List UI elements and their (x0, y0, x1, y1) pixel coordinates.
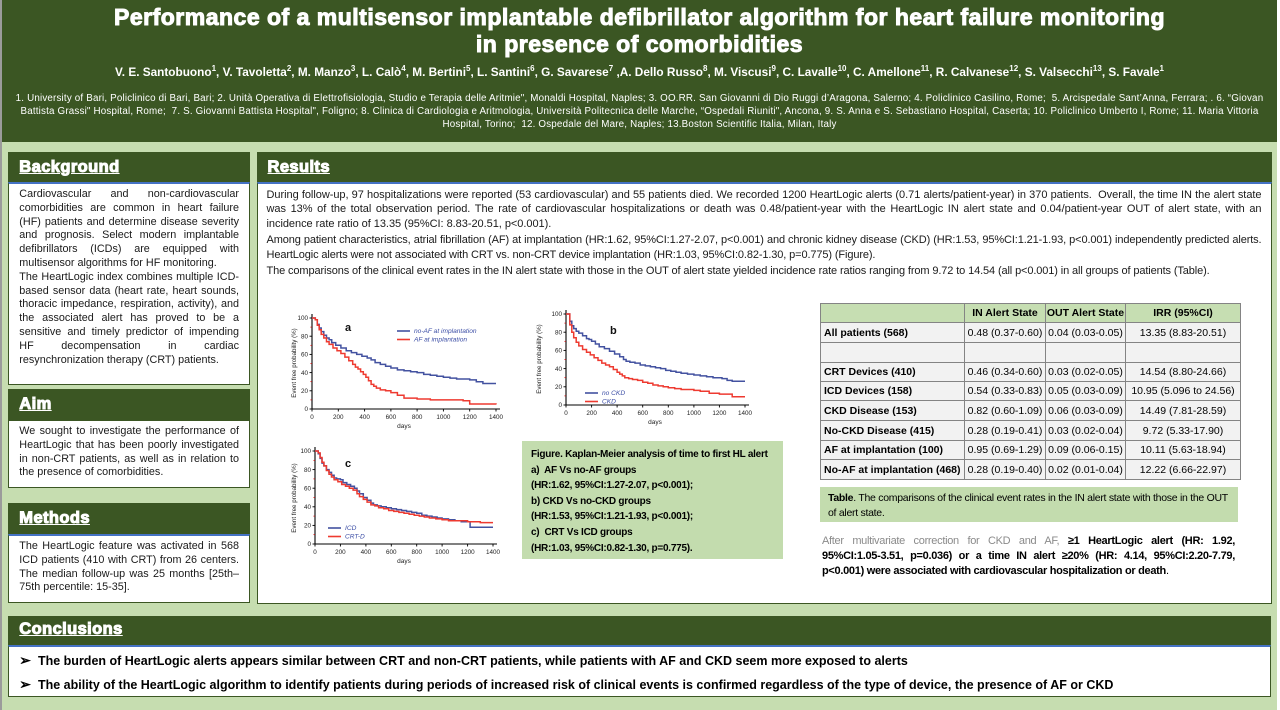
svg-text:400: 400 (612, 410, 623, 417)
svg-text:600: 600 (386, 549, 397, 556)
svg-text:800: 800 (412, 414, 423, 421)
svg-text:days: days (397, 558, 411, 565)
svg-text:80: 80 (304, 467, 312, 474)
svg-text:0: 0 (564, 410, 568, 417)
svg-text:40: 40 (301, 370, 309, 377)
svg-text:800: 800 (411, 549, 422, 556)
svg-text:b: b (610, 325, 617, 337)
svg-text:no CKD: no CKD (602, 390, 625, 397)
svg-text:0: 0 (310, 414, 314, 421)
svg-text:20: 20 (555, 384, 563, 391)
svg-text:Event free probability (%): Event free probability (%) (536, 324, 543, 393)
svg-text:days: days (648, 419, 662, 426)
svg-text:0: 0 (307, 541, 311, 548)
svg-text:200: 200 (335, 549, 346, 556)
svg-text:40: 40 (555, 366, 563, 373)
svg-text:100: 100 (297, 315, 308, 322)
svg-text:60: 60 (304, 485, 312, 492)
svg-text:1400: 1400 (738, 410, 753, 417)
svg-text:200: 200 (333, 414, 344, 421)
svg-text:CRT-D: CRT-D (345, 534, 365, 541)
svg-text:c: c (345, 458, 351, 470)
svg-text:0: 0 (558, 402, 562, 409)
svg-text:CKD: CKD (602, 399, 616, 406)
svg-text:1400: 1400 (489, 414, 504, 421)
svg-text:400: 400 (359, 414, 370, 421)
svg-text:20: 20 (304, 523, 312, 530)
svg-text:days: days (397, 423, 411, 430)
svg-text:a: a (345, 322, 352, 334)
svg-text:no-AF at implantation: no-AF at implantation (414, 328, 477, 335)
svg-text:0: 0 (313, 549, 317, 556)
svg-text:600: 600 (637, 410, 648, 417)
svg-text:200: 200 (586, 410, 597, 417)
svg-text:AF at implantation: AF at implantation (413, 337, 467, 344)
svg-text:400: 400 (361, 549, 372, 556)
svg-text:1200: 1200 (461, 549, 476, 556)
svg-text:0: 0 (304, 406, 308, 413)
svg-text:Event free probability (%): Event free probability (%) (291, 328, 298, 397)
svg-text:800: 800 (663, 410, 674, 417)
svg-text:20: 20 (301, 388, 309, 395)
svg-text:1000: 1000 (436, 414, 451, 421)
svg-text:100: 100 (551, 311, 562, 318)
svg-text:1200: 1200 (463, 414, 478, 421)
svg-text:1400: 1400 (486, 549, 501, 556)
svg-text:1200: 1200 (712, 410, 727, 417)
svg-text:40: 40 (304, 504, 312, 511)
svg-text:Event free probability (%): Event free probability (%) (291, 463, 298, 532)
svg-text:1000: 1000 (687, 410, 702, 417)
svg-text:1000: 1000 (435, 549, 450, 556)
svg-text:60: 60 (301, 352, 309, 359)
svg-text:80: 80 (555, 329, 563, 336)
svg-text:600: 600 (386, 414, 397, 421)
svg-text:100: 100 (300, 448, 311, 455)
svg-text:80: 80 (301, 333, 309, 340)
svg-text:ICD: ICD (345, 525, 357, 532)
svg-text:60: 60 (555, 348, 563, 355)
